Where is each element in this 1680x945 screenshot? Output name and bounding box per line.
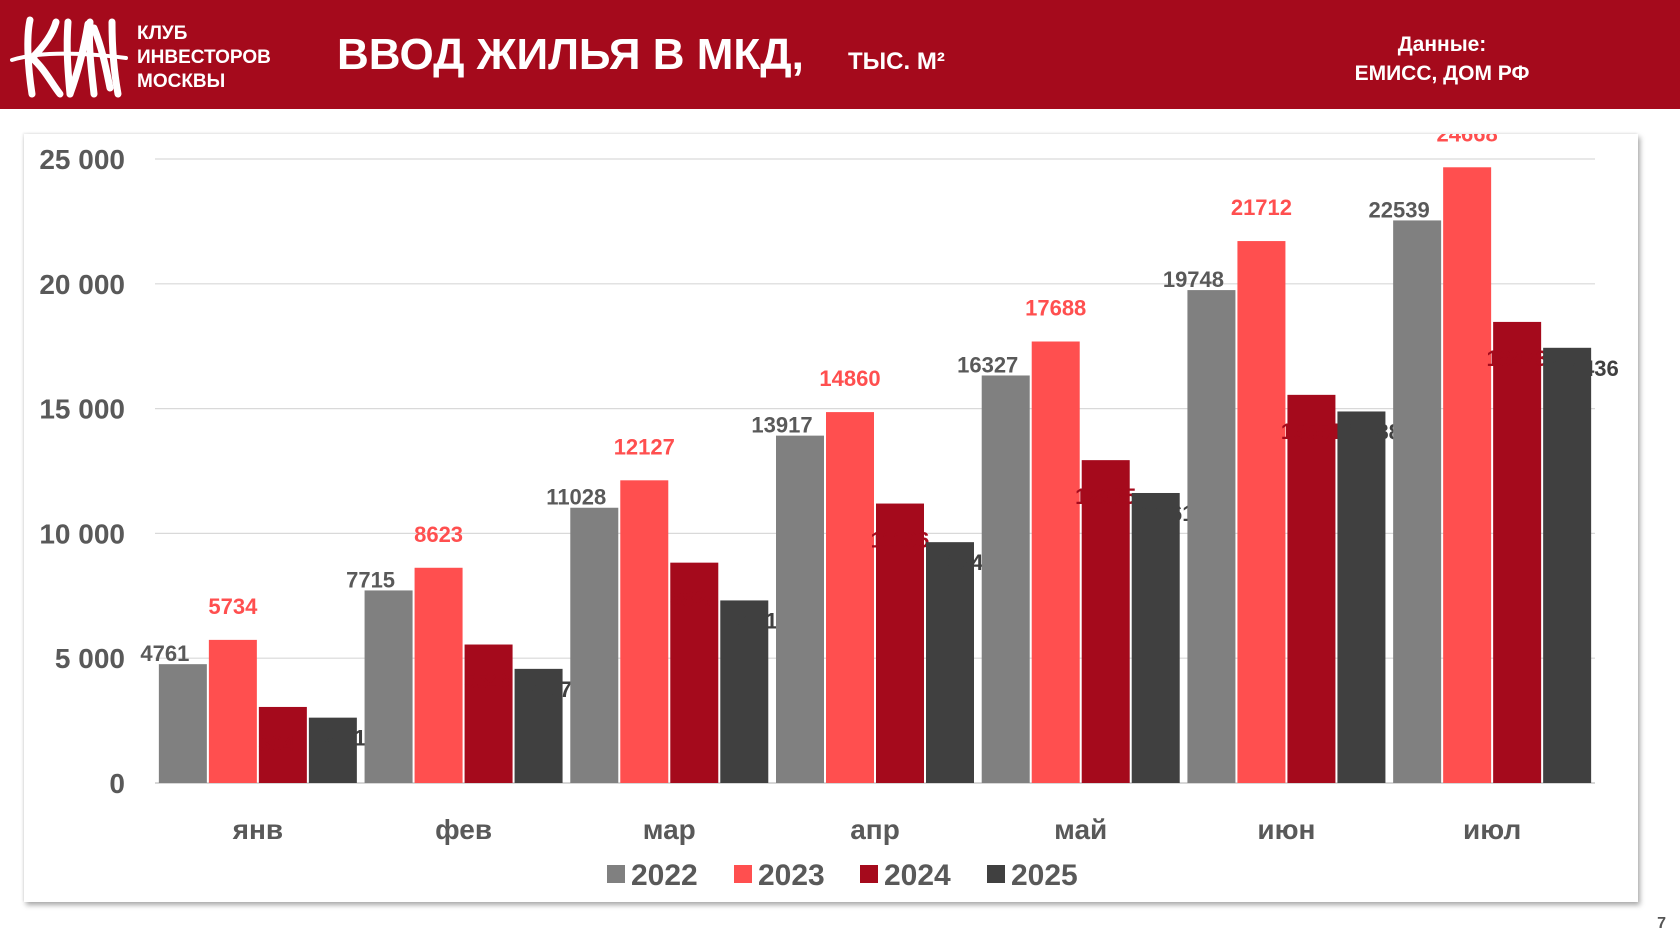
data-label-2024: 5548 [464, 669, 513, 694]
bar-2022 [1187, 290, 1236, 783]
data-source-value: ЕМИСС, ДОМ РФ [1354, 62, 1530, 85]
bar-2025 [1131, 492, 1180, 783]
bar-2025 [308, 717, 357, 783]
data-label-2022: 13917 [751, 413, 812, 438]
bar-2025 [1337, 411, 1386, 783]
page-title: ВВОД ЖИЛЬЯ В МКД, [337, 30, 804, 79]
title-units: ТЫС. М² [848, 48, 945, 75]
bar-2025 [926, 542, 974, 783]
bar-2023 [208, 639, 257, 783]
x-tick-label: июн [1257, 814, 1315, 845]
header-bar: КЛУБ ИНВЕСТОРОВ МОСКВЫ ВВОД ЖИЛЬЯ В МКД,… [0, 0, 1680, 109]
data-label-2023: 24668 [1437, 134, 1498, 146]
bar-2023 [620, 480, 669, 783]
data-label-2024: 3047 [258, 731, 307, 756]
bar-2022 [158, 664, 207, 783]
bar-2023 [1443, 167, 1492, 783]
legend-swatch-2022 [607, 865, 625, 883]
legend-label-2025: 2025 [1011, 859, 1078, 892]
data-label-2022: 11028 [546, 485, 606, 510]
bar-2025 [514, 668, 563, 783]
legend-label-2023: 2023 [758, 859, 825, 892]
bar-2025 [720, 600, 769, 783]
bar-2024 [1287, 394, 1336, 783]
bar-2023 [826, 412, 874, 783]
data-label-2023: 21712 [1231, 195, 1292, 220]
bar-2022 [570, 507, 619, 783]
club-name-line: КЛУБ [137, 23, 188, 44]
data-label-2022: 4761 [140, 641, 189, 666]
legend-swatch-2024 [860, 865, 878, 883]
data-label-2023: 12127 [614, 434, 675, 459]
bar-2022 [981, 375, 1030, 783]
data-label-2023: 5734 [208, 594, 258, 619]
x-tick-label: июл [1463, 814, 1521, 845]
data-label-2022: 22539 [1369, 197, 1430, 222]
data-label-2023: 8623 [414, 522, 463, 547]
bar-2025 [1543, 347, 1592, 783]
y-tick-label: 0 [109, 768, 125, 799]
bar-2022 [776, 435, 824, 783]
club-logo-icon [10, 16, 128, 98]
bar-2024 [670, 562, 719, 783]
legend-label-2024: 2024 [884, 859, 951, 892]
data-label-2024: 12935 [1075, 484, 1136, 509]
bar-2024 [258, 706, 307, 783]
club-name-line: МОСКВЫ [137, 71, 226, 92]
x-tick-label: апр [850, 814, 900, 845]
data-label-2025: 17 436 [1551, 356, 1618, 381]
x-tick-label: янв [232, 814, 283, 845]
bar-2024 [1081, 460, 1130, 783]
x-tick-label: фев [435, 814, 492, 845]
club-name-line: ИНВЕСТОРОВ [137, 47, 271, 68]
bar-2024 [1493, 321, 1542, 783]
bar-2023 [414, 567, 463, 783]
legend-swatch-2025 [987, 865, 1005, 883]
data-label-2023: 17688 [1025, 296, 1086, 321]
data-label-2022: 16327 [957, 352, 1018, 377]
data-label-2023: 14860 [819, 366, 880, 391]
chart-panel: 0 5 000 10 000 15 000 20 000 25 000 4761 5734 30… [24, 134, 1638, 902]
y-tick-label: 5 000 [55, 643, 125, 674]
data-label-2024: 11196 [871, 528, 930, 553]
data-source: Данные: ЕМИСС, ДОМ РФ [1322, 30, 1562, 88]
legend-label-2022: 2022 [631, 859, 698, 892]
data-source-label: Данные: [1397, 33, 1487, 56]
club-name: КЛУБ ИНВЕСТОРОВ МОСКВЫ [137, 22, 271, 94]
bar-2022 [364, 590, 413, 783]
y-tick-label: 25 000 [39, 144, 125, 175]
legend-swatch-2023 [734, 865, 752, 883]
bar-2022 [1393, 220, 1442, 783]
data-label-2024: 8828 [670, 587, 719, 612]
bar-2024 [464, 644, 513, 783]
data-label-2022: 19748 [1163, 267, 1224, 292]
y-tick-label: 10 000 [39, 518, 125, 549]
x-tick-label: мар [643, 814, 696, 845]
bar-chart: 0 5 000 10 000 15 000 20 000 25 000 4761 5734 30… [39, 134, 1618, 892]
y-tick-label: 15 000 [39, 394, 125, 425]
data-label-2024: 15551 [1281, 419, 1342, 444]
y-tick-label: 20 000 [39, 269, 125, 300]
bar-2024 [876, 503, 924, 783]
bar-2023 [1031, 341, 1080, 783]
data-label-2022: 7715 [346, 567, 395, 592]
x-tick-label: май [1054, 814, 1107, 845]
data-label-2024: 18473 [1487, 346, 1548, 371]
page-number: 7 [1657, 915, 1666, 932]
bar-2023 [1237, 241, 1286, 783]
